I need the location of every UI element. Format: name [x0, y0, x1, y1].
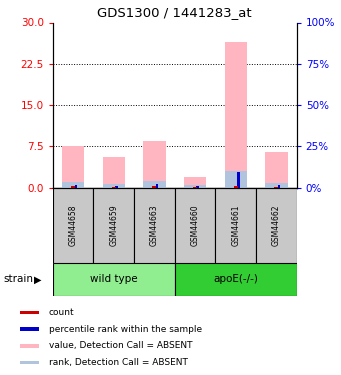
Bar	[265, 183, 287, 188]
Title: GDS1300 / 1441283_at: GDS1300 / 1441283_at	[98, 6, 252, 18]
Bar	[53, 262, 175, 296]
Bar	[216, 188, 256, 262]
Bar	[237, 172, 240, 188]
Bar	[224, 42, 247, 188]
Bar	[175, 262, 297, 296]
Text: rank, Detection Call = ABSENT: rank, Detection Call = ABSENT	[49, 358, 188, 368]
Bar	[134, 188, 175, 262]
Text: ▶: ▶	[34, 274, 42, 284]
Bar	[62, 182, 84, 188]
Bar	[234, 186, 238, 188]
Bar	[193, 187, 197, 188]
Bar	[196, 186, 199, 188]
Bar	[156, 184, 159, 188]
Bar	[143, 141, 166, 188]
Bar	[184, 185, 206, 188]
Text: strain: strain	[3, 274, 33, 284]
Bar	[53, 188, 93, 262]
Bar	[20, 327, 39, 331]
Bar	[112, 187, 116, 188]
Bar	[184, 177, 206, 188]
Bar	[93, 188, 134, 262]
Bar	[265, 152, 287, 188]
Bar	[256, 188, 297, 262]
Bar	[71, 186, 75, 188]
Text: GSM44662: GSM44662	[272, 204, 281, 246]
Text: GSM44659: GSM44659	[109, 204, 118, 246]
Text: GSM44663: GSM44663	[150, 204, 159, 246]
Text: GSM44660: GSM44660	[191, 204, 199, 246]
Bar	[115, 186, 118, 188]
Bar	[20, 344, 39, 348]
Bar	[143, 181, 166, 188]
Bar	[275, 187, 278, 188]
Bar	[62, 146, 84, 188]
Text: wild type: wild type	[90, 274, 138, 284]
Bar	[103, 157, 125, 188]
Text: GSM44658: GSM44658	[69, 204, 78, 246]
Text: count: count	[49, 308, 75, 316]
Text: GSM44661: GSM44661	[231, 204, 240, 246]
Bar	[103, 184, 125, 188]
Text: value, Detection Call = ABSENT: value, Detection Call = ABSENT	[49, 341, 192, 350]
Bar	[20, 310, 39, 314]
Text: percentile rank within the sample: percentile rank within the sample	[49, 324, 202, 334]
Bar	[278, 185, 280, 188]
Bar	[152, 186, 157, 188]
Bar	[75, 185, 77, 188]
Bar	[20, 361, 39, 364]
Bar	[175, 188, 216, 262]
Bar	[224, 171, 247, 188]
Text: apoE(-/-): apoE(-/-)	[213, 274, 258, 284]
